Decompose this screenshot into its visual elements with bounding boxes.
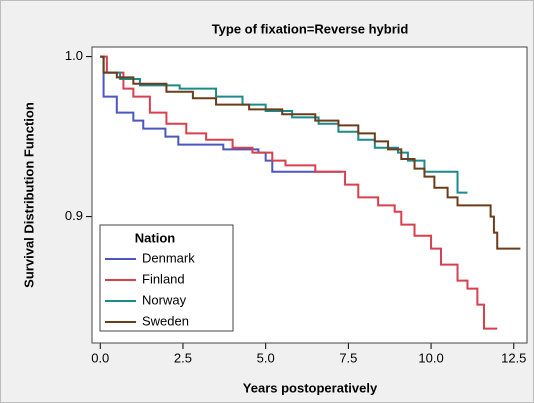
x-tick-label: 12.5 [501,350,526,365]
x-tick-label: 2.5 [174,350,192,365]
y-tick-label: 0.9 [65,208,83,223]
survival-curve [100,55,342,173]
y-axis-label: Survival Distribution Function [21,102,36,288]
survival-curve [100,55,468,194]
x-tick-label: 5.0 [257,350,275,365]
legend-label: Denmark [142,250,195,265]
x-axis-label: Years postoperatively [243,380,378,395]
legend-title: Nation [135,230,176,245]
survival-curve [100,55,521,250]
legend-label: Norway [142,292,187,307]
x-tick-label: 10.0 [418,350,443,365]
survival-curve [100,55,498,330]
legend-box [99,224,234,332]
legend-label: Sweden [142,313,189,328]
x-tick-label: 0.0 [91,350,109,365]
y-tick-label: 1.0 [65,48,83,63]
plot-frame [91,46,528,344]
x-tick-label: 7.5 [339,350,357,365]
chart-title: Type of fixation=Reverse hybrid [212,21,409,36]
legend-label: Finland [142,271,185,286]
